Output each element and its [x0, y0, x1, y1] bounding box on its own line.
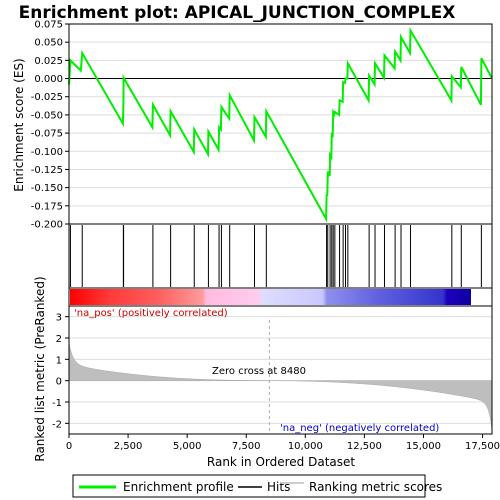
es-panel: 0.075 0.050 0.025 0.000 -0.025 -0.050 -0.075 -0… — [31, 20, 493, 231]
metric-plot-frame — [68, 305, 493, 435]
x-tick-label: 10,000 — [288, 441, 323, 452]
es-y-axis-label: Enrichment score (ES) — [12, 58, 26, 191]
es-y-tick-label: 0.075 — [34, 20, 63, 31]
x-tick-label: 15,000 — [406, 441, 441, 452]
metric-plot-area — [69, 306, 492, 434]
es-y-ticks: 0.075 0.050 0.025 0.000 -0.025 -0.050 -0.075 -0… — [31, 20, 69, 231]
x-tick-label: 0 — [66, 441, 72, 452]
zero-cross-label: Zero cross at 8480 — [212, 366, 306, 377]
es-y-tick-label: -0.050 — [31, 110, 63, 121]
x-tick-label: 12,500 — [347, 441, 382, 452]
es-y-tick-label: -0.100 — [31, 147, 63, 158]
es-y-tick-label: -0.175 — [31, 201, 63, 212]
rank-color-bar — [70, 289, 471, 305]
metric-panel: 3 2 1 0 -1 -2 'na_pos' (positively correlated… — [52, 305, 493, 435]
color-bar — [68, 287, 493, 307]
x-axis-label: Rank in Ordered Dataset — [207, 455, 355, 469]
es-y-tick-label: -0.150 — [31, 183, 63, 194]
metric-y-ticks: 3 2 1 0 -1 -2 — [52, 313, 69, 430]
chart-title: Enrichment plot: APICAL_JUNCTION_COMPLEX — [19, 3, 456, 23]
metric-y-tick-label: 2 — [56, 334, 62, 345]
metric-y-tick-label: 3 — [56, 313, 62, 324]
legend-hits-label: Hits — [267, 480, 290, 494]
metric-y-tick-label: -1 — [52, 398, 62, 409]
x-tick-label: 5,000 — [173, 441, 202, 452]
metric-y-tick-label: 1 — [56, 355, 62, 366]
metric-y-tick-label: 0 — [56, 377, 62, 388]
hit-marks — [69, 225, 482, 287]
positive-correlation-label: 'na_pos' (positively correlated) — [74, 308, 228, 319]
es-y-tick-label: -0.125 — [31, 165, 63, 176]
es-plot-area — [69, 24, 492, 224]
metric-y-tick-label: -2 — [52, 419, 62, 430]
es-y-tick-label: 0.000 — [34, 74, 63, 85]
es-y-tick-label: 0.025 — [34, 56, 63, 67]
legend-profile-label: Enrichment profile — [123, 480, 234, 494]
es-y-tick-label: -0.025 — [31, 92, 63, 103]
legend: Enrichment profile Hits Ranking metric s… — [72, 474, 442, 498]
hits-panel — [68, 223, 493, 289]
metric-y-axis-label: Ranked list metric (PreRanked) — [33, 276, 47, 461]
ranking-metric-area — [68, 343, 493, 430]
x-tick-label: 17,500 — [465, 441, 500, 452]
legend-metric-label: Ranking metric scores — [309, 480, 442, 494]
es-y-tick-label: -0.200 — [31, 220, 63, 231]
enrichment-profile-line — [68, 26, 493, 223]
negative-correlation-label: 'na_neg' (negatively correlated) — [280, 423, 439, 434]
x-tick-label: 7,500 — [232, 441, 261, 452]
legend-box — [72, 474, 426, 498]
es-y-tick-label: 0.050 — [34, 38, 63, 49]
x-axis-ticks: 0 2,500 5,000 7,500 10,000 12,500 15,000 17,500 — [66, 434, 500, 452]
x-tick-label: 2,500 — [114, 441, 143, 452]
hits-area — [69, 224, 492, 288]
es-y-tick-label: -0.075 — [31, 129, 63, 140]
